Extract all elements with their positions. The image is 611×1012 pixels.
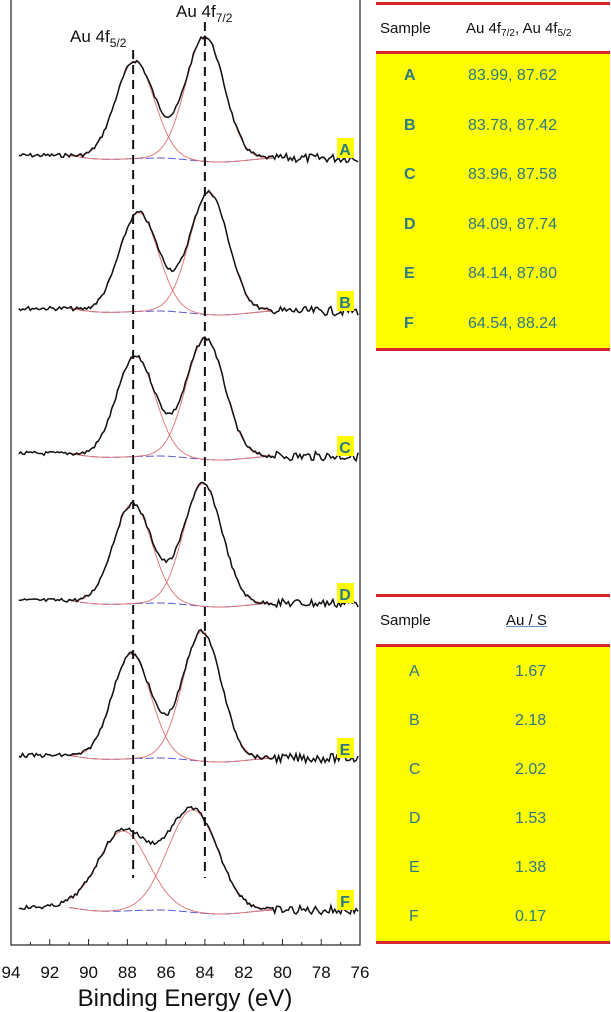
x-tick-label: 90 — [79, 963, 98, 982]
sample-label-bg — [337, 436, 354, 456]
x-tick-label: 76 — [351, 963, 370, 982]
table-rule — [376, 348, 610, 351]
table-body — [376, 54, 610, 348]
x-tick-label: 88 — [118, 963, 137, 982]
row-value: 84.14, 87.80 — [468, 265, 557, 282]
peak-label-sub: 5/2 — [110, 36, 127, 50]
row-sample: A — [409, 663, 420, 680]
sample-label-bg — [337, 890, 354, 910]
sample-label: B — [339, 295, 351, 312]
row-value: 1.53 — [515, 810, 547, 827]
au-s-ratio-table: Sample Au / S A 1.67 B 2.18 C 2.02 D 1.53 E 1.38 F… — [376, 592, 610, 952]
peak-label: Au 4f5/2 — [70, 27, 127, 50]
x-tick-label: 94 — [2, 963, 21, 982]
sample-label: E — [340, 742, 351, 759]
row-value: 0.17 — [515, 908, 547, 925]
row-sample: C — [404, 166, 416, 183]
sample-label-bg — [337, 738, 354, 758]
component-4f5-curve — [68, 830, 273, 915]
header-4f5-sub: 5/2 — [557, 28, 572, 39]
header-4f7: Au 4f — [466, 20, 502, 37]
x-tick-label: 86 — [157, 963, 176, 982]
header-4f7-sub: 7/2 — [501, 28, 515, 39]
row-sample: C — [409, 761, 421, 778]
peak-label-main: Au 4f — [70, 27, 110, 46]
sample-label-bg — [337, 583, 354, 603]
spectrum-B — [18, 189, 359, 317]
sample-label-bg — [337, 291, 354, 311]
component-4f7-curve — [69, 809, 273, 912]
row-sample: A — [404, 67, 416, 84]
table-rule — [376, 644, 610, 647]
x-tick-label: 84 — [195, 963, 214, 982]
row-value: 83.78, 87.42 — [468, 116, 557, 134]
table-rule — [376, 594, 610, 597]
component-4f5-curve — [69, 503, 273, 608]
peak-label-sub: 7/2 — [216, 11, 233, 25]
sample-label: D — [339, 587, 351, 604]
x-axis-label: Binding Energy (eV) — [78, 985, 293, 1012]
peak-position-table: Sample Au 4f7/2, Au 4f5/2 A 83.99, 87.62 B… — [376, 0, 610, 360]
row-value: 83.96, 87.58 — [468, 166, 557, 183]
component-4f7-curve — [69, 483, 273, 605]
table-rule — [376, 941, 610, 944]
row-value: 64.54, 88.24 — [468, 314, 557, 332]
sample-label-bg — [337, 138, 354, 158]
spectrum-F — [18, 805, 359, 916]
table-rule — [376, 2, 610, 5]
row-value: 1.38 — [515, 859, 547, 876]
table-body — [376, 647, 610, 941]
header-peak-positions: Au 4f7/2, Au 4f5/2 — [466, 20, 571, 39]
row-sample: B — [404, 116, 416, 134]
table-rule — [376, 51, 610, 54]
row-value: 84.09, 87.74 — [468, 215, 557, 233]
row-sample: D — [404, 215, 416, 233]
sample-label: F — [340, 894, 350, 911]
sample-label: A — [339, 142, 351, 159]
header-sample: Sample — [380, 612, 431, 629]
sample-label: C — [339, 440, 351, 457]
spectrum-A — [18, 34, 359, 165]
row-sample: E — [409, 859, 420, 876]
spectrum-E — [18, 628, 359, 766]
x-tick-label: 78 — [312, 963, 331, 982]
row-sample: B — [409, 712, 420, 729]
row-value: 2.18 — [515, 712, 547, 729]
component-4f5-curve — [69, 60, 273, 163]
component-4f5-curve — [69, 212, 273, 316]
header-4f5: , Au 4f — [514, 20, 558, 37]
row-sample: F — [404, 314, 414, 332]
x-tick-label: 92 — [40, 963, 59, 982]
plot-frame — [10, 0, 361, 946]
row-sample: E — [404, 265, 415, 282]
component-4f5-curve — [69, 356, 273, 461]
spectrum-D — [18, 481, 359, 609]
row-value: 2.02 — [515, 761, 547, 778]
x-tick-label: 80 — [273, 963, 292, 982]
header-sample: Sample — [380, 20, 431, 37]
peak-label: Au 4f7/2 — [176, 2, 233, 25]
row-sample: D — [409, 810, 421, 827]
row-sample: F — [409, 908, 419, 925]
spectrum-C — [18, 336, 359, 463]
row-value: 1.67 — [515, 663, 547, 680]
peak-label-main: Au 4f — [176, 2, 216, 21]
component-4f7-curve — [69, 630, 273, 760]
header-au-s: Au / S — [506, 612, 547, 629]
row-value: 83.99, 87.62 — [468, 67, 557, 84]
x-tick-label: 82 — [234, 963, 253, 982]
component-4f7-curve — [69, 191, 273, 313]
